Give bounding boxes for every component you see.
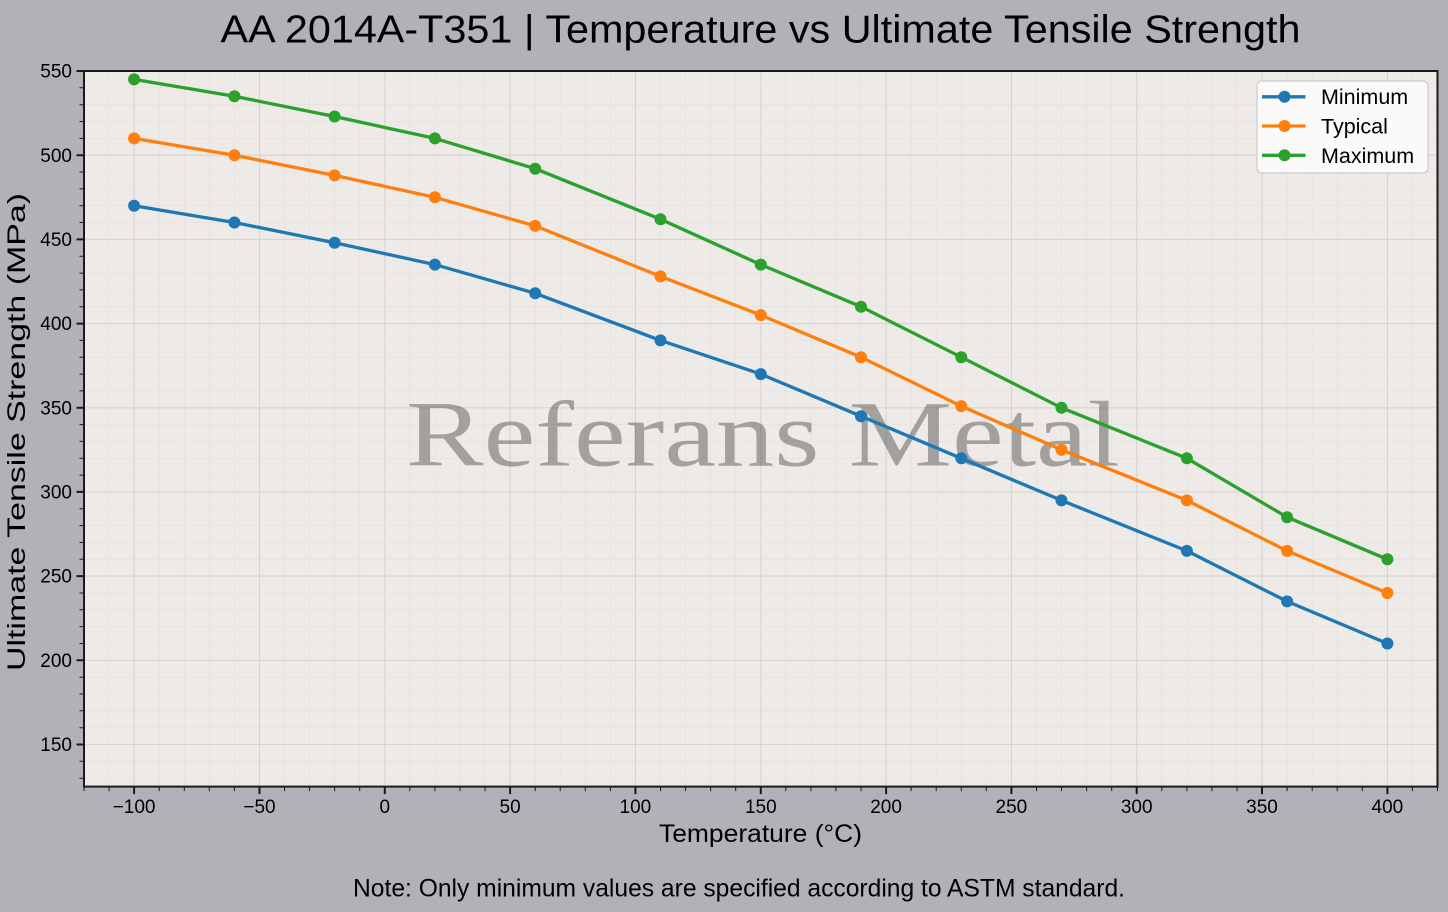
svg-text:Ultimate Tensile Strength (MPa: Ultimate Tensile Strength (MPa) [3,193,31,671]
svg-text:350: 350 [40,398,72,419]
svg-text:200: 200 [40,651,72,672]
svg-text:400: 400 [1372,797,1404,818]
svg-text:−100: −100 [113,797,156,818]
svg-text:550: 550 [40,62,72,83]
svg-text:0: 0 [380,797,391,818]
svg-text:250: 250 [996,797,1028,818]
svg-text:Referans Metal: Referans Metal [406,384,1120,487]
svg-text:AA 2014A-T351 | Temperature vs: AA 2014A-T351 | Temperature vs Ultimate … [221,8,1301,51]
svg-text:400: 400 [40,314,72,335]
svg-text:−50: −50 [243,797,275,818]
svg-text:150: 150 [745,797,777,818]
svg-text:Note: Only minimum values are: Note: Only minimum values are specified … [353,875,1125,903]
svg-text:300: 300 [1121,797,1153,818]
svg-text:Typical: Typical [1321,115,1388,139]
svg-text:200: 200 [870,797,902,818]
svg-text:Temperature (°C): Temperature (°C) [659,820,862,848]
svg-text:Maximum: Maximum [1321,144,1414,168]
svg-text:500: 500 [40,146,72,167]
svg-text:300: 300 [40,483,72,504]
svg-text:150: 150 [40,735,72,756]
svg-text:50: 50 [500,797,521,818]
svg-text:Minimum: Minimum [1321,85,1408,109]
svg-text:450: 450 [40,230,72,251]
svg-text:250: 250 [40,567,72,588]
svg-text:100: 100 [620,797,652,818]
svg-text:350: 350 [1246,797,1278,818]
